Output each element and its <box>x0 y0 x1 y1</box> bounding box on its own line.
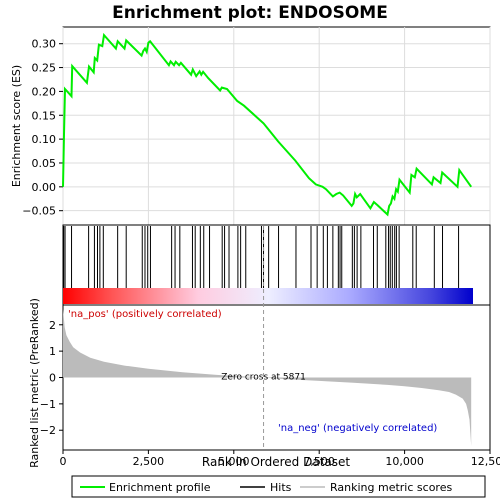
x-tick-label: 5,000 <box>218 455 250 468</box>
x-tick-label: 0 <box>60 455 67 468</box>
x-tick-label: 7,500 <box>303 455 335 468</box>
legend-box <box>71 475 486 498</box>
metric-ylabel: Ranked list metric (PreRanked) <box>28 298 41 468</box>
metric-ytick-label: 2 <box>49 319 56 332</box>
metric-ytick-label: −2 <box>40 424 56 437</box>
es-plot-area <box>62 26 491 226</box>
es-ytick-label: 0.30 <box>32 38 57 51</box>
legend-metric-label: Ranking metric scores <box>330 481 452 494</box>
es-ytick-label: 0.05 <box>32 157 57 170</box>
ranking-metric-area <box>63 309 472 446</box>
es-profile-line <box>62 32 473 217</box>
es-ytick-label: 0.10 <box>32 133 57 146</box>
legend-enrichment-label: Enrichment profile <box>109 481 211 494</box>
x-axis-label: Rank in Ordered Dataset <box>202 455 350 469</box>
es-ytick-label: 0.25 <box>32 62 57 75</box>
neg-label: 'na_neg' (negatively correlated) <box>278 423 437 434</box>
pos-label: 'na_pos' (positively correlated) <box>68 309 222 320</box>
chart-title: Enrichment plot: ENDOSOME <box>112 3 388 23</box>
es-ytick-label: 0.15 <box>32 109 57 122</box>
zero-cross-label: Zero cross at 5871 <box>221 373 306 383</box>
x-tick-label: 2,500 <box>133 455 165 468</box>
legend-hits-label: Hits <box>270 481 292 494</box>
es-ylabel: Enrichment score (ES) <box>10 65 23 187</box>
x-tick-label: 12,500 <box>471 455 500 468</box>
metric-ytick-label: −1 <box>40 398 56 411</box>
es-ytick-label: 0.00 <box>32 181 57 194</box>
rank-color-bar <box>63 288 473 304</box>
metric-ytick-label: 1 <box>49 345 56 358</box>
es-ytick-label: 0.20 <box>32 85 57 98</box>
es-ytick-label: −0.05 <box>22 205 56 218</box>
x-tick-label: 10,000 <box>385 455 424 468</box>
metric-ytick-label: 0 <box>49 372 56 385</box>
